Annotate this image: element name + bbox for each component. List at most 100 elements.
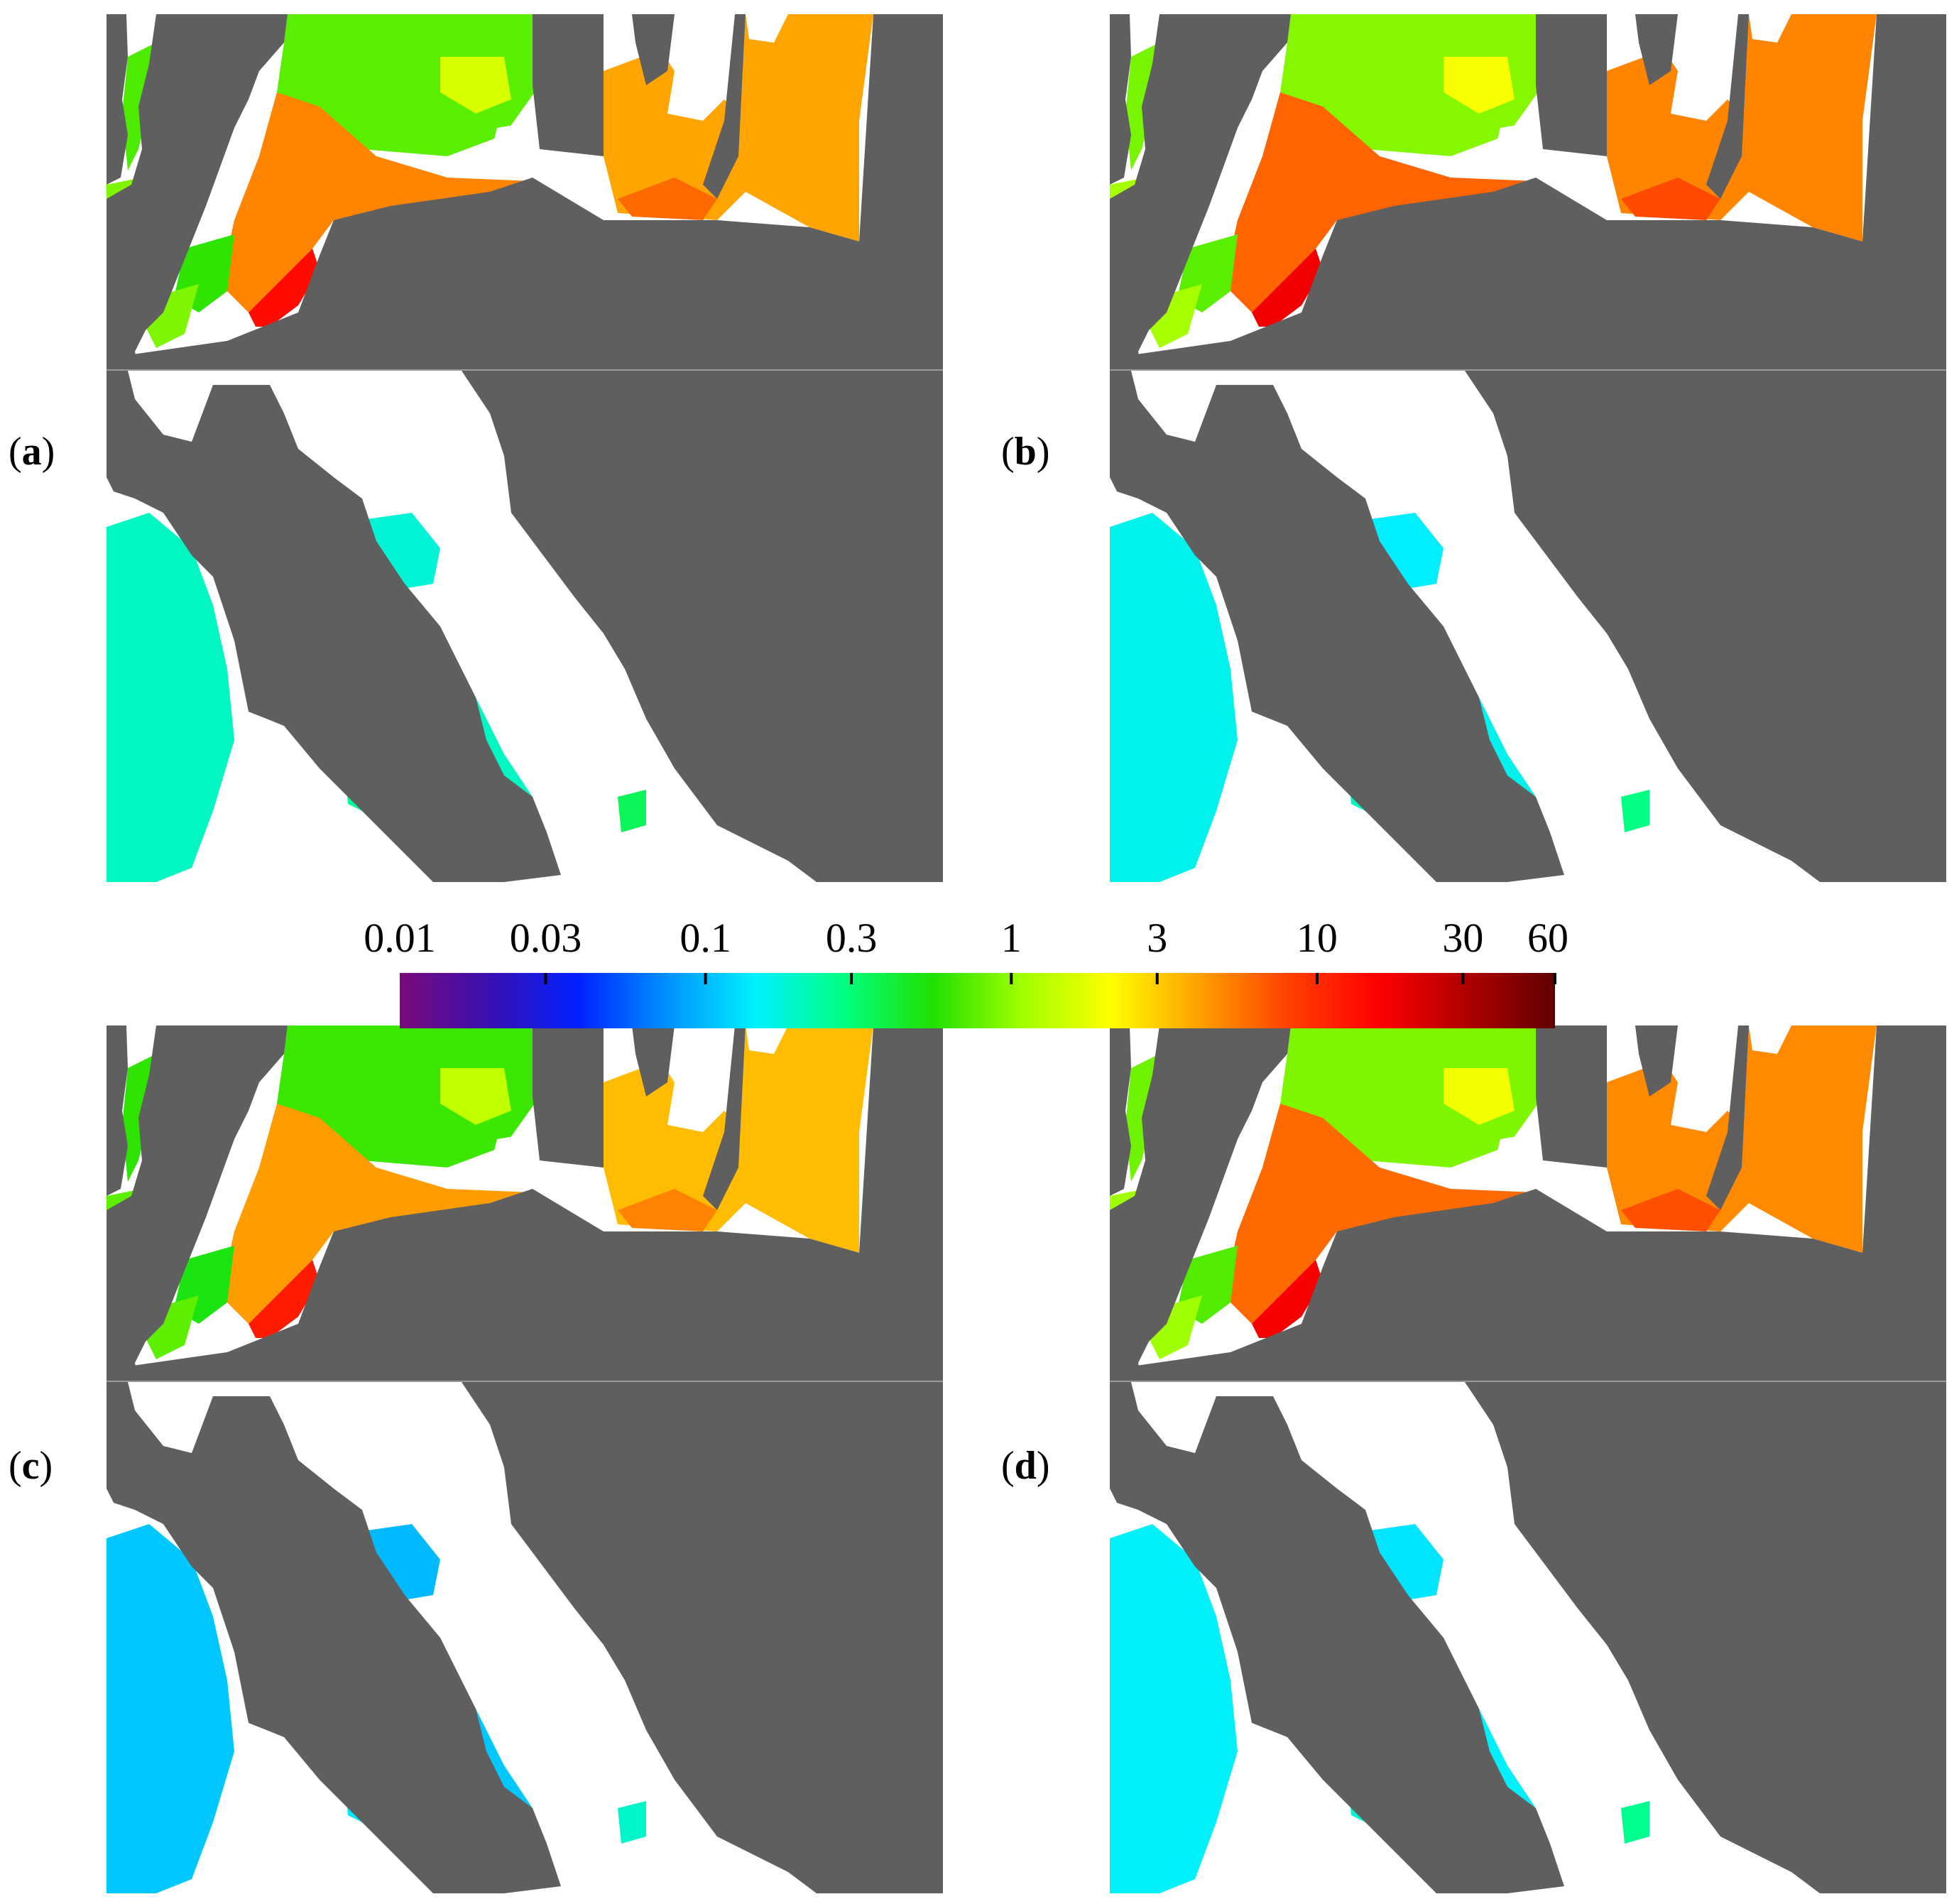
water-chlorophyll-area — [1223, 92, 1536, 312]
land-area — [1110, 371, 1564, 882]
map-svg — [107, 14, 943, 882]
water-chlorophyll-area — [1621, 1189, 1720, 1231]
land-area — [1536, 1026, 1607, 1168]
map-divider — [1110, 369, 1946, 371]
water-chlorophyll-area — [107, 1524, 234, 1893]
colorbar-gradient — [400, 973, 1555, 1028]
land-area — [284, 1524, 312, 1595]
water-chlorophyll-area — [107, 513, 234, 882]
land-area — [1302, 1666, 1358, 1766]
colorbar-tick-label: 1 — [1001, 915, 1022, 961]
water-chlorophyll-area — [277, 14, 540, 156]
land-area — [107, 14, 943, 369]
no-data-area — [490, 121, 547, 178]
no-data-area — [1749, 1026, 1791, 1054]
land-area — [298, 655, 355, 754]
land-area — [1287, 1524, 1316, 1595]
land-area — [1302, 655, 1358, 754]
no-data-area — [1493, 1132, 1550, 1189]
water-chlorophyll-area — [618, 1801, 646, 1844]
map-top-region — [107, 1026, 943, 1381]
water-chlorophyll-area — [1742, 1026, 1877, 1253]
land-area — [1635, 14, 1678, 85]
water-chlorophyll-area — [1444, 57, 1515, 114]
water-chlorophyll-area — [1280, 1026, 1543, 1168]
map-svg — [1110, 14, 1946, 882]
no-data-area — [746, 14, 788, 43]
no-data-area — [1749, 14, 1791, 43]
land-area — [1706, 1026, 1749, 1210]
water-chlorophyll-area — [277, 1026, 540, 1168]
land-area — [284, 513, 312, 584]
land-area — [1465, 371, 1946, 882]
land-area — [298, 1666, 355, 1766]
land-area — [1536, 14, 1607, 156]
map-panel-a — [107, 14, 943, 882]
land-area — [1110, 1382, 1564, 1893]
no-data-area — [1493, 121, 1550, 178]
colorbar-tick-label: 0.3 — [826, 915, 878, 961]
colorbar-tick-label: 3 — [1147, 915, 1167, 961]
water-chlorophyll-area — [249, 1260, 320, 1338]
land-area — [533, 1026, 604, 1168]
water-chlorophyll-area — [1742, 14, 1877, 241]
panel-label-a: (a) — [9, 430, 55, 474]
water-chlorophyll-area — [249, 249, 320, 327]
panel-label-b: (b) — [1001, 430, 1050, 474]
land-area — [533, 14, 604, 156]
no-data-area — [746, 1026, 788, 1054]
land-area — [1110, 1026, 1946, 1381]
land-area — [1706, 14, 1749, 199]
land-area — [462, 371, 943, 882]
water-chlorophyll-area — [618, 790, 646, 832]
land-area — [107, 14, 128, 185]
map-top-region — [1110, 14, 1946, 369]
land-area — [1287, 513, 1316, 584]
water-chlorophyll-area — [1621, 178, 1720, 220]
map-top-region — [107, 14, 943, 369]
colorbar-tick-label: 30 — [1442, 915, 1483, 961]
water-chlorophyll-area — [1252, 249, 1323, 327]
no-data-area — [689, 1026, 724, 1075]
map-panel-c — [107, 1026, 943, 1893]
land-area — [107, 1026, 943, 1381]
map-bottom-region — [107, 1382, 943, 1893]
no-data-area — [490, 1132, 547, 1189]
no-data-area — [1692, 14, 1728, 64]
water-chlorophyll-area — [738, 14, 873, 241]
water-chlorophyll-area — [220, 92, 533, 312]
colorbar-tick-label: 0.03 — [510, 915, 582, 961]
water-chlorophyll-area — [1280, 14, 1543, 156]
water-chlorophyll-area — [738, 1026, 873, 1253]
map-bottom-region — [1110, 1382, 1946, 1893]
land-area — [462, 1382, 943, 1893]
land-area — [1465, 1382, 1946, 1893]
colorbar-tick-label: 0.1 — [680, 915, 731, 961]
map-divider — [1110, 1381, 1946, 1383]
water-chlorophyll-area — [1621, 790, 1649, 832]
panel-label-d: (d) — [1001, 1444, 1050, 1488]
water-chlorophyll-area — [1621, 1801, 1649, 1844]
map-bottom-region — [107, 371, 943, 882]
land-area — [107, 1382, 561, 1893]
map-divider — [107, 369, 943, 371]
land-area — [1110, 14, 1291, 369]
land-area — [1635, 1026, 1678, 1097]
land-area — [1110, 14, 1131, 185]
colorbar-tick-label: 60 — [1527, 915, 1568, 961]
map-bottom-region — [1110, 371, 1946, 882]
water-chlorophyll-area — [618, 178, 717, 220]
map-svg — [107, 1026, 943, 1893]
colorbar: 0.01 0.03 0.1 0.3 1 3 10 30 60 — [364, 915, 1568, 1028]
map-panel-b — [1110, 14, 1946, 882]
no-data-area — [1692, 1026, 1728, 1075]
water-chlorophyll-area — [220, 1104, 533, 1324]
map-divider — [107, 1381, 943, 1383]
water-chlorophyll-area — [1223, 1104, 1536, 1324]
land-area — [107, 371, 561, 882]
map-panel-d — [1110, 1026, 1946, 1893]
no-data-area — [689, 14, 724, 64]
land-area — [632, 14, 675, 85]
land-area — [1110, 14, 1946, 369]
land-area — [1110, 1026, 1291, 1381]
